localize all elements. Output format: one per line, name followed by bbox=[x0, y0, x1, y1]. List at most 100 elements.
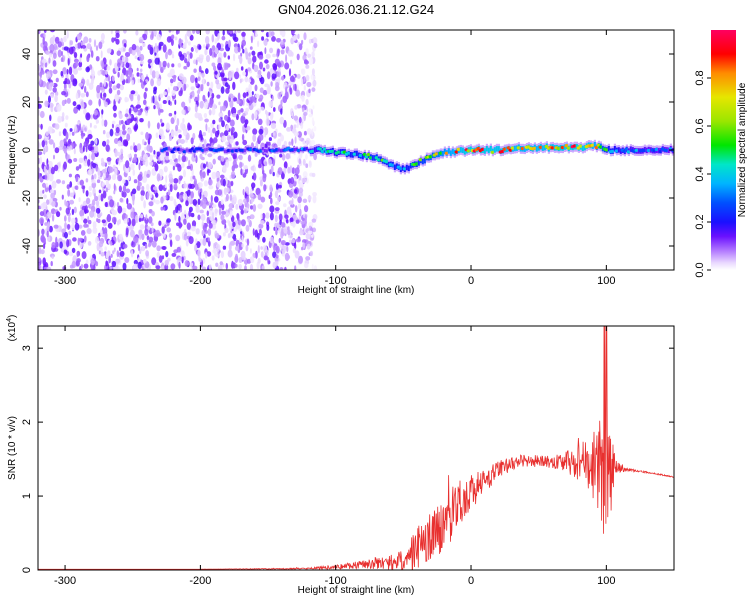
noise-cell bbox=[232, 154, 237, 160]
noise-cell bbox=[169, 196, 174, 202]
noise-cell bbox=[108, 183, 111, 189]
noise-cell bbox=[241, 39, 246, 47]
noise-cell bbox=[114, 148, 118, 158]
noise-cell bbox=[194, 244, 198, 252]
noise-cell bbox=[106, 48, 111, 54]
noise-cell bbox=[311, 172, 316, 178]
ridge-mid-cell bbox=[295, 147, 298, 151]
noise-cell bbox=[48, 173, 54, 182]
noise-cell bbox=[220, 214, 225, 221]
noise-cell bbox=[149, 154, 154, 162]
noise-cell bbox=[41, 163, 45, 170]
noise-cell bbox=[295, 89, 301, 97]
noise-cell bbox=[209, 100, 213, 109]
noise-cell bbox=[228, 157, 232, 162]
noise-cell bbox=[220, 199, 224, 206]
noise-cell bbox=[221, 72, 225, 78]
noise-cell bbox=[229, 100, 234, 108]
colorbar-tick-label: 0.4 bbox=[694, 166, 706, 181]
noise-cell bbox=[171, 252, 177, 257]
noise-cell bbox=[50, 192, 55, 200]
noise-cell bbox=[175, 124, 179, 132]
noise-cell bbox=[237, 92, 241, 101]
ridge-mid-cell bbox=[277, 148, 280, 152]
noise-cell bbox=[240, 115, 246, 124]
noise-cell bbox=[256, 74, 262, 79]
noise-cell bbox=[137, 94, 141, 102]
noise-cell bbox=[137, 257, 141, 263]
noise-cell bbox=[38, 64, 41, 73]
noise-cell bbox=[99, 82, 103, 88]
noise-cell bbox=[130, 163, 135, 170]
noise-cell bbox=[290, 59, 293, 65]
noise-cell bbox=[131, 240, 134, 246]
noise-cell bbox=[239, 55, 243, 65]
noise-cell bbox=[153, 105, 156, 110]
noise-cell bbox=[83, 218, 88, 224]
noise-cell bbox=[279, 116, 285, 125]
x-tick-label: 0 bbox=[468, 575, 474, 587]
noise-cell bbox=[214, 208, 218, 217]
noise-cell bbox=[113, 230, 116, 236]
noise-cell bbox=[239, 78, 242, 84]
noise-cell bbox=[209, 138, 214, 143]
noise-cell bbox=[262, 236, 266, 243]
ridge-mid-cell bbox=[179, 148, 182, 152]
noise-cell bbox=[71, 131, 75, 136]
noise-cell bbox=[247, 217, 251, 223]
noise-cell bbox=[71, 208, 75, 216]
noise-cell bbox=[311, 87, 316, 92]
noise-cell bbox=[101, 70, 106, 76]
noise-cell bbox=[208, 264, 212, 270]
noise-cell bbox=[137, 100, 140, 105]
noise-cell bbox=[178, 134, 182, 139]
noise-cell bbox=[216, 82, 222, 90]
noise-cell bbox=[272, 158, 276, 167]
noise-cell bbox=[88, 219, 92, 225]
noise-cell bbox=[268, 158, 273, 166]
noise-cell bbox=[48, 57, 51, 64]
noise-cell bbox=[298, 187, 304, 194]
noise-cell bbox=[278, 227, 281, 234]
noise-cell bbox=[66, 184, 71, 190]
noise-cell bbox=[297, 33, 300, 40]
noise-cell bbox=[151, 257, 157, 266]
noise-cell bbox=[190, 137, 194, 145]
noise-cell bbox=[160, 135, 166, 140]
noise-cell bbox=[178, 221, 182, 229]
noise-cell bbox=[126, 197, 129, 205]
spectrogram-noise-layer bbox=[38, 30, 318, 270]
noise-cell bbox=[143, 80, 147, 86]
noise-cell bbox=[284, 214, 289, 220]
noise-cell bbox=[165, 51, 168, 60]
noise-cell bbox=[136, 67, 139, 72]
noise-cell bbox=[191, 168, 194, 177]
noise-cell bbox=[126, 118, 131, 126]
noise-cell bbox=[202, 224, 207, 232]
noise-cell bbox=[131, 49, 136, 56]
noise-cell bbox=[118, 160, 121, 166]
noise-cell bbox=[250, 205, 254, 210]
noise-cell bbox=[61, 51, 63, 56]
noise-cell bbox=[79, 209, 85, 217]
y-tick-label: -20 bbox=[21, 190, 33, 206]
noise-cell bbox=[38, 262, 41, 270]
ridge-mid-cell bbox=[409, 163, 412, 169]
noise-cell bbox=[228, 203, 234, 209]
noise-cell bbox=[216, 94, 221, 99]
noise-cell bbox=[168, 30, 172, 33]
noise-cell bbox=[163, 206, 166, 211]
noise-cell bbox=[288, 68, 292, 77]
noise-cell bbox=[210, 195, 213, 203]
noise-cell bbox=[126, 203, 132, 210]
noise-cell bbox=[172, 161, 175, 167]
ridge-mid-cell bbox=[349, 152, 352, 158]
noise-cell bbox=[141, 246, 144, 252]
noise-cell bbox=[207, 228, 212, 236]
noise-cell bbox=[275, 245, 280, 254]
noise-cell bbox=[255, 30, 258, 37]
noise-cell bbox=[291, 30, 296, 35]
noise-cell bbox=[162, 100, 167, 104]
noise-cell bbox=[84, 127, 87, 132]
